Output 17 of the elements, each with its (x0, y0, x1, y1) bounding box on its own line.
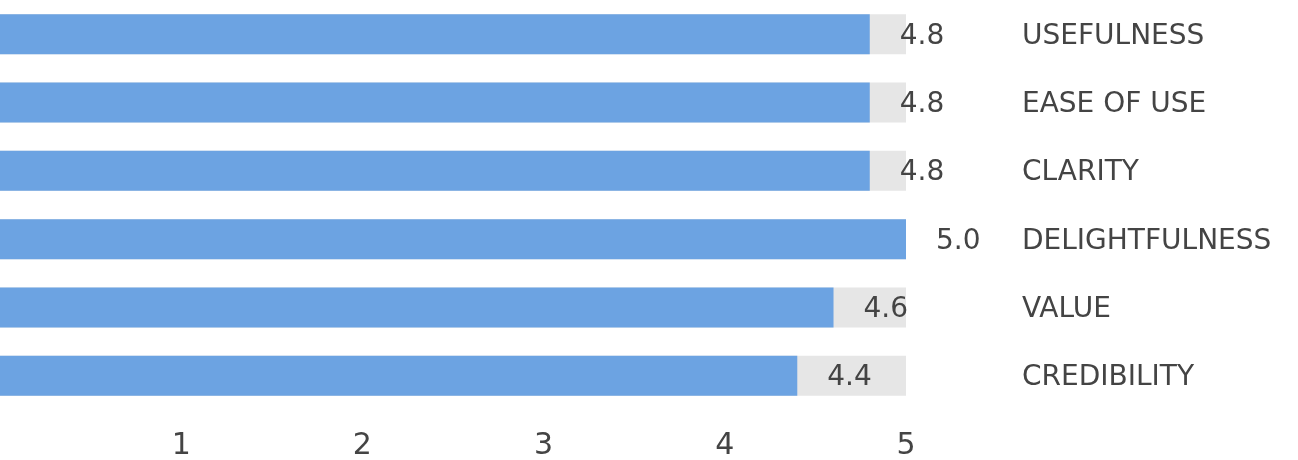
y-tick-label: VALUE (1022, 291, 1111, 324)
data-label: 4.4 (827, 359, 872, 393)
data-label: 5.0 (936, 222, 981, 256)
y-tick-label: CLARITY (1022, 154, 1140, 188)
y-tick-label: DELIGHTFULNESS (1022, 222, 1272, 256)
data-label: 4.6 (863, 291, 909, 324)
x-tick-label: 2 (352, 425, 372, 460)
x-tick-label: 4 (715, 425, 735, 460)
data-label: 4.8 (899, 17, 945, 51)
x-tick-label: 3 (534, 425, 554, 460)
y-tick-label: CREDIBILITY (1022, 359, 1195, 393)
y-tick-label: USEFULNESS (1022, 17, 1205, 51)
y-tick-label: EASE OF USE (1022, 86, 1207, 119)
data-label: 4.8 (899, 154, 945, 188)
data-label: 4.8 (899, 86, 945, 119)
x-tick-label: 5 (896, 425, 916, 460)
x-tick-label: 1 (171, 425, 191, 460)
